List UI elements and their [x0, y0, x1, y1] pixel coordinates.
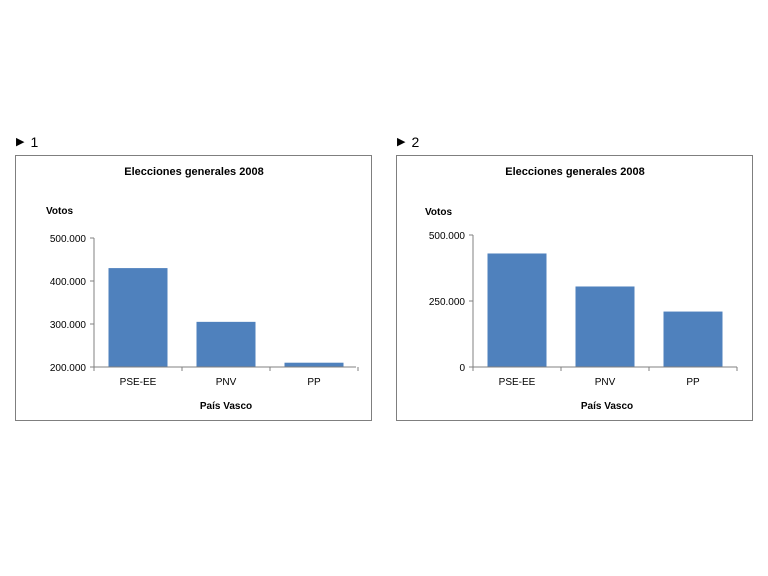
triangle-marker-icon: ▶ — [16, 136, 25, 148]
x-tick-label: PSE-EE — [499, 377, 536, 388]
chart-2: Elecciones generales 2008 Votos País Vas… — [396, 155, 753, 421]
plot-area: PSE-EE PNV PP 0 250.000 500.000 — [429, 231, 738, 388]
bar-pp — [284, 362, 344, 367]
y-axis-label: Votos — [425, 207, 452, 218]
y-axis-label: Votos — [46, 206, 73, 217]
x-tick-label: PNV — [216, 377, 237, 388]
bar-pnv — [575, 286, 635, 367]
x-tick-label: PP — [686, 377, 700, 388]
x-axis-label: País Vasco — [581, 401, 633, 412]
panel-label-1: ▶ 1 — [16, 134, 38, 150]
bar-pp — [663, 311, 723, 367]
x-tick-label: PNV — [595, 377, 616, 388]
bar-pnv — [196, 321, 256, 367]
chart-title: Elecciones generales 2008 — [124, 166, 263, 178]
panel-number: 2 — [411, 134, 420, 150]
y-tick-label: 250.000 — [429, 297, 466, 308]
x-axis-label: País Vasco — [200, 401, 252, 412]
y-tick-label: 500.000 — [429, 231, 466, 242]
panel-label-2: ▶ 2 — [397, 134, 419, 150]
y-tick-label: 0 — [459, 363, 465, 374]
panel-number: 1 — [30, 134, 39, 150]
triangle-marker-icon: ▶ — [397, 136, 406, 148]
bar-pse-ee — [108, 268, 168, 367]
y-tick-label: 500.000 — [50, 234, 87, 245]
x-tick-label: PSE-EE — [120, 377, 157, 388]
y-tick-label: 300.000 — [50, 320, 87, 331]
bar-pse-ee — [487, 253, 547, 367]
chart-1: Elecciones generales 2008 Votos País Vas… — [15, 155, 372, 421]
chart-title: Elecciones generales 2008 — [505, 166, 644, 178]
plot-area: PSE-EE PNV PP 200.000 300.000 400.000 500.000 — [50, 234, 359, 388]
x-tick-label: PP — [307, 377, 321, 388]
y-tick-label: 200.000 — [50, 363, 87, 374]
chart-1-svg: Elecciones generales 2008 Votos País Vas… — [46, 166, 359, 412]
chart-2-svg: Elecciones generales 2008 Votos País Vas… — [425, 166, 738, 412]
y-tick-label: 400.000 — [50, 277, 87, 288]
